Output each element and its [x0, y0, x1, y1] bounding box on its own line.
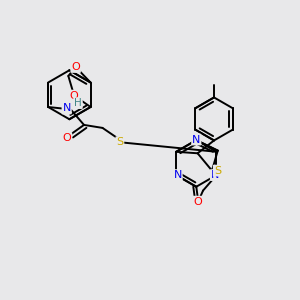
Text: S: S	[214, 166, 221, 176]
Text: O: O	[70, 91, 79, 101]
Text: O: O	[71, 62, 80, 72]
Text: H: H	[74, 98, 82, 108]
Text: S: S	[116, 137, 123, 147]
Text: N: N	[62, 103, 71, 113]
Text: O: O	[63, 133, 71, 143]
Text: N: N	[192, 134, 200, 145]
Text: N: N	[173, 170, 182, 180]
Text: N: N	[211, 170, 219, 180]
Text: O: O	[194, 197, 202, 207]
